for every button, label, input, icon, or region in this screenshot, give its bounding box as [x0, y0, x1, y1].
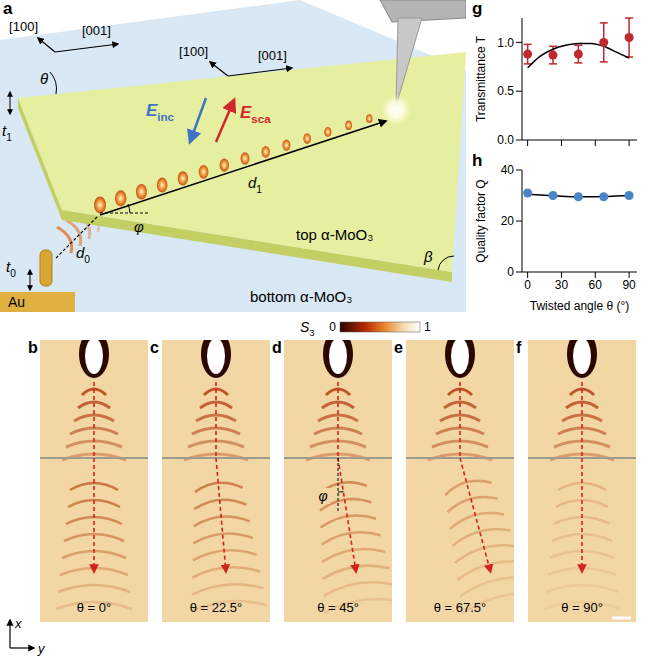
- svg-text:y: y: [37, 641, 46, 656]
- svg-text:d: d: [272, 339, 282, 356]
- svg-text:φ: φ: [134, 218, 144, 235]
- svg-text:0.0: 0.0: [497, 133, 514, 147]
- svg-text:h: h: [472, 152, 482, 170]
- svg-text:b: b: [28, 339, 38, 356]
- svg-text:bottom α-MoO₃: bottom α-MoO₃: [250, 288, 352, 305]
- svg-text:0.5: 0.5: [497, 84, 514, 98]
- svg-text:t1: t1: [2, 122, 12, 143]
- svg-text:θ: θ: [40, 70, 48, 87]
- svg-text:0: 0: [507, 265, 514, 279]
- svg-text:d1: d1: [248, 174, 262, 195]
- svg-text:Esca: Esca: [240, 103, 271, 125]
- svg-text:0: 0: [524, 278, 531, 292]
- svg-text:β: β: [423, 248, 433, 265]
- svg-text:θ = 67.5°: θ = 67.5°: [434, 600, 487, 615]
- svg-text:Au: Au: [8, 294, 25, 310]
- svg-text:1.0: 1.0: [497, 36, 514, 50]
- svg-text:θ = 90°: θ = 90°: [561, 600, 603, 615]
- svg-text:φ: φ: [318, 488, 327, 504]
- svg-text:e: e: [394, 339, 403, 356]
- svg-text:1: 1: [424, 320, 431, 334]
- svg-text:Einc: Einc: [146, 101, 175, 123]
- svg-text:a: a: [3, 0, 13, 18]
- svg-text:top α-MoO₃: top α-MoO₃: [296, 226, 373, 243]
- svg-text:f: f: [516, 339, 522, 356]
- svg-text:Twisted angle θ (°): Twisted angle θ (°): [530, 299, 630, 313]
- svg-text:20: 20: [501, 214, 515, 228]
- svg-text:60: 60: [589, 278, 603, 292]
- svg-text:S3: S3: [300, 319, 315, 338]
- svg-text:90: 90: [622, 278, 636, 292]
- svg-text:θ = 0°: θ = 0°: [77, 600, 111, 615]
- svg-text:[100]: [100]: [179, 44, 208, 59]
- svg-text:x: x: [14, 616, 22, 631]
- svg-text:Quality factor Q: Quality factor Q: [474, 179, 488, 262]
- svg-text:[001]: [001]: [258, 48, 287, 63]
- svg-text:g: g: [472, 0, 482, 18]
- svg-text:θ = 22.5°: θ = 22.5°: [190, 600, 243, 615]
- svg-text:d0: d0: [76, 244, 90, 265]
- svg-text:[001]: [001]: [82, 23, 111, 38]
- svg-text:θ = 45°: θ = 45°: [317, 600, 359, 615]
- svg-text:[100]: [100]: [9, 19, 38, 34]
- svg-text:c: c: [150, 339, 159, 356]
- svg-text:0: 0: [329, 320, 336, 334]
- svg-text:30: 30: [555, 278, 569, 292]
- svg-text:Transmittance T: Transmittance T: [474, 35, 488, 122]
- svg-text:t0: t0: [6, 258, 16, 279]
- svg-text:40: 40: [501, 163, 515, 177]
